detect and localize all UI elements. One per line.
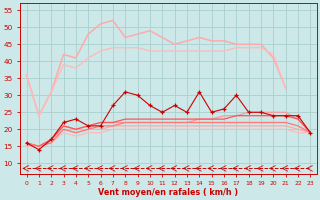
X-axis label: Vent moyen/en rafales ( km/h ): Vent moyen/en rafales ( km/h ) [98, 188, 238, 197]
